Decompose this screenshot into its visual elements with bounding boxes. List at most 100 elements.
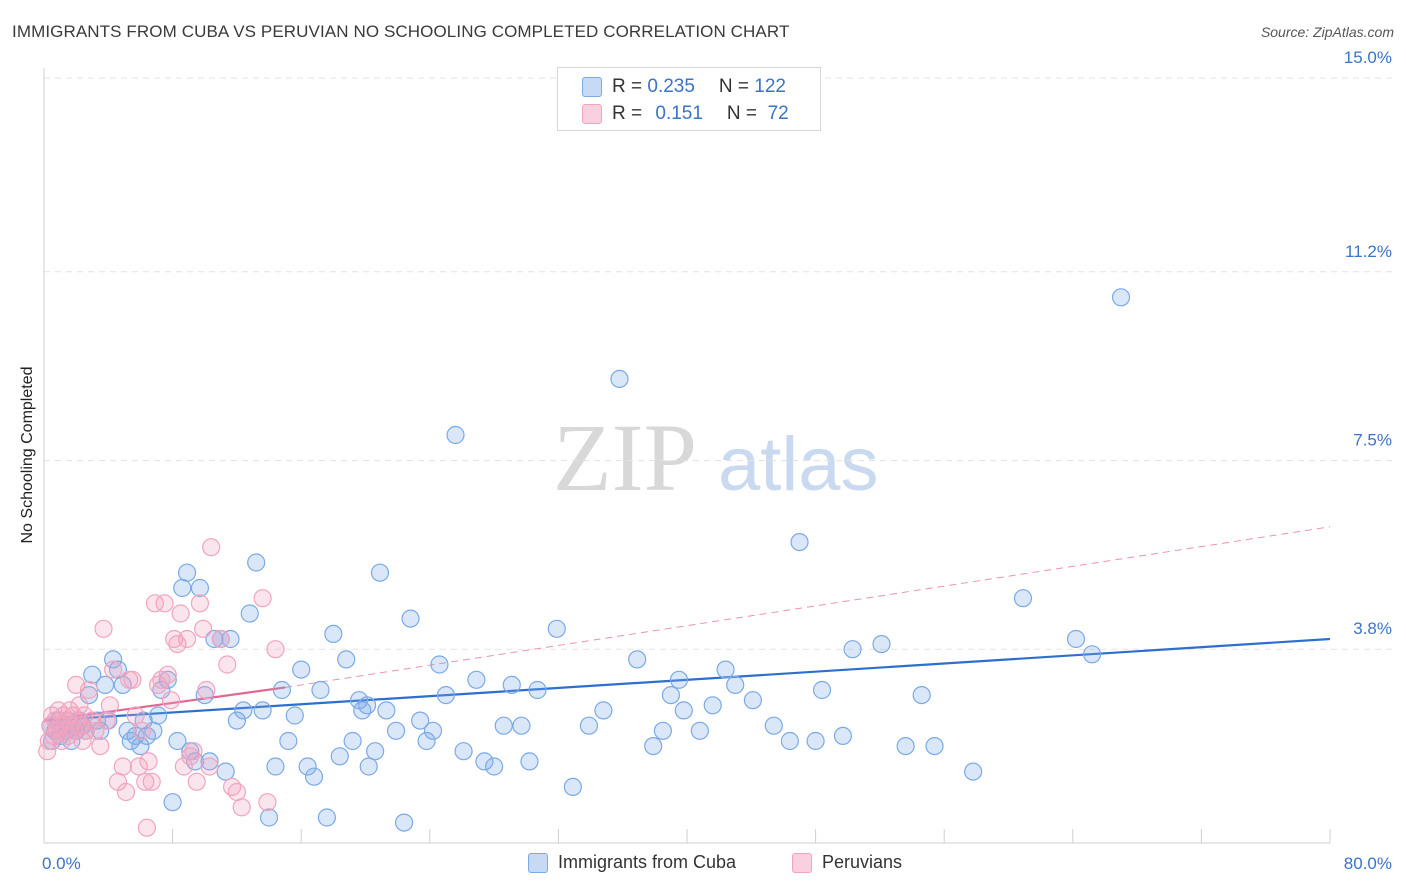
cuba-point bbox=[896, 736, 915, 756]
peru-point bbox=[211, 629, 230, 649]
y-tick-labels: 3.8% 7.5% 11.2% 15.0% bbox=[1344, 48, 1392, 638]
cuba-point bbox=[494, 716, 513, 735]
peru-point bbox=[174, 757, 193, 776]
legend-n-value: 72 bbox=[762, 103, 789, 124]
peru-point bbox=[100, 696, 120, 715]
x-tick-labels: 0.0% 80.0% bbox=[42, 854, 1392, 873]
cuba-point bbox=[653, 721, 672, 740]
cuba-point bbox=[324, 624, 343, 644]
cuba-point bbox=[475, 752, 494, 771]
cuba-point bbox=[669, 670, 689, 689]
peru-point bbox=[253, 589, 272, 608]
legend-row-cuba: R = 0.235 N = 122 bbox=[582, 74, 786, 100]
cuba-point bbox=[330, 747, 349, 766]
cuba-point bbox=[528, 680, 547, 700]
cuba-point bbox=[690, 721, 709, 740]
peru-point bbox=[83, 711, 102, 730]
peru-point bbox=[139, 752, 158, 771]
y-tick-label: 11.2% bbox=[1345, 242, 1392, 261]
peru-point bbox=[227, 782, 246, 802]
cuba-point bbox=[131, 736, 150, 756]
peru-point bbox=[91, 736, 110, 756]
cuba-point bbox=[358, 696, 377, 715]
legend-r-label: R = bbox=[612, 76, 648, 97]
cuba-point bbox=[292, 660, 311, 679]
cuba-point bbox=[790, 532, 809, 552]
cuba-point bbox=[716, 660, 735, 679]
peru-point bbox=[187, 772, 206, 791]
peru-point bbox=[116, 782, 136, 802]
y-tick-label: 7.5% bbox=[1353, 431, 1392, 450]
legend-r-value: 0.151 bbox=[655, 103, 703, 124]
peru-point bbox=[194, 619, 213, 638]
cuba-point bbox=[95, 675, 115, 695]
cuba-point bbox=[743, 691, 763, 710]
legend-n-value: 122 bbox=[754, 76, 786, 97]
peru-point bbox=[200, 757, 219, 776]
cuba-point bbox=[83, 665, 102, 684]
cuba-point bbox=[579, 716, 599, 735]
peru-point bbox=[202, 538, 221, 557]
cuba-point bbox=[674, 701, 693, 720]
cuba-point bbox=[430, 655, 449, 674]
cuba-point bbox=[1013, 589, 1033, 608]
stats-legend: R = 0.235 N = 122 R = 0.151 N = 72 bbox=[557, 67, 821, 131]
cuba-point bbox=[394, 813, 414, 832]
peru-point bbox=[97, 711, 116, 730]
cuba-point bbox=[200, 752, 219, 771]
cuba-legend-label: Immigrants from Cuba bbox=[558, 852, 737, 872]
legend-item-peru: Peruvians bbox=[792, 852, 902, 873]
cuba-point bbox=[272, 680, 292, 700]
cuba-point bbox=[912, 685, 931, 705]
peru-point bbox=[181, 747, 200, 766]
watermark: ZIP atlas bbox=[553, 404, 879, 511]
cuba-point bbox=[366, 742, 385, 761]
cuba-point bbox=[279, 731, 298, 751]
cuba-point bbox=[234, 701, 253, 720]
cuba-point bbox=[221, 629, 240, 649]
cuba-point bbox=[812, 680, 832, 700]
watermark-zip: ZIP bbox=[553, 404, 697, 511]
cuba-point bbox=[520, 752, 539, 771]
cuba-point bbox=[311, 680, 330, 700]
cuba-point bbox=[661, 685, 681, 705]
cuba-point bbox=[259, 808, 279, 827]
cuba-point bbox=[512, 716, 531, 735]
peru-point bbox=[129, 757, 148, 776]
cuba-point bbox=[806, 731, 825, 751]
cuba-point bbox=[227, 711, 246, 730]
cuba-point bbox=[1082, 645, 1102, 664]
peru-point bbox=[158, 665, 177, 684]
legend-item-cuba: Immigrants from Cuba bbox=[528, 852, 736, 873]
peru-point bbox=[177, 629, 197, 649]
peru-point bbox=[137, 818, 156, 837]
cuba-point bbox=[353, 701, 372, 720]
peru-point bbox=[197, 680, 216, 700]
peru-point bbox=[132, 721, 152, 740]
peru-point bbox=[94, 619, 113, 638]
cuba-point bbox=[337, 650, 356, 669]
peru-point bbox=[76, 721, 95, 740]
cuba-point bbox=[377, 701, 396, 720]
legend-n-label: N = bbox=[718, 76, 755, 97]
cuba-point bbox=[436, 685, 455, 705]
watermark-atlas: atlas bbox=[718, 422, 879, 507]
cuba-point bbox=[240, 604, 259, 623]
peru-point bbox=[71, 716, 91, 735]
cuba-point bbox=[764, 716, 783, 735]
cuba-point bbox=[703, 696, 722, 715]
cuba-point bbox=[173, 578, 192, 598]
y-tick-label: 3.8% bbox=[1353, 619, 1392, 638]
cuba-point bbox=[359, 757, 378, 776]
cuba-point bbox=[964, 762, 983, 781]
peru-point bbox=[168, 634, 187, 654]
cuba-point bbox=[417, 731, 436, 751]
peru-point bbox=[113, 757, 132, 776]
cuba-point bbox=[833, 726, 853, 746]
source-label: Source: ZipAtlas.com bbox=[1260, 24, 1394, 40]
legend-row-peru: R = 0.151 N = 72 bbox=[582, 101, 789, 127]
cuba-point bbox=[401, 609, 420, 628]
cuba-point bbox=[454, 742, 473, 761]
peru-point bbox=[190, 594, 210, 613]
